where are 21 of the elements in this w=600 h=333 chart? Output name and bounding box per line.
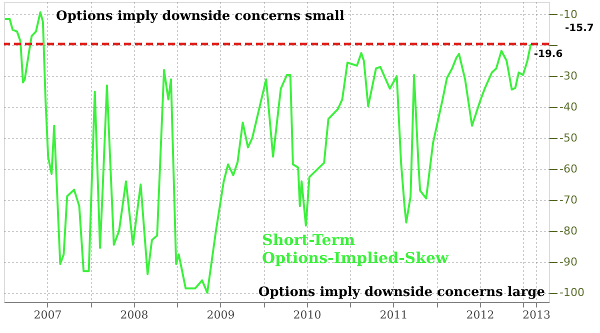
x-tick-label: 2007 (34, 308, 62, 322)
x-tick-label: 2011 (380, 308, 408, 322)
y-tick-label: -10 (560, 8, 578, 21)
y-tick-label: -70 (560, 193, 578, 206)
x-tick-label: 2008 (120, 308, 148, 322)
y-tick-label: -80 (560, 224, 578, 238)
text: Short-Term Options-Implied-Skew (262, 231, 450, 267)
annotation: Options imply downside concerns small (56, 9, 344, 24)
annotation: Options imply downside concerns large (258, 285, 545, 300)
y-tick-label: -30 (560, 70, 578, 83)
x-tick-label: 2009 (206, 308, 235, 322)
y-tick-label: -100 (560, 286, 584, 300)
y-tick-label: -90 (560, 255, 578, 268)
x-tick-label: 2012 (466, 308, 494, 322)
y-tick-label: -40 (560, 100, 578, 114)
text: -15.7 (565, 23, 594, 34)
x-tick-label: 2013 (522, 308, 551, 322)
y-tick-label: -60 (560, 162, 578, 176)
data-label: -19.6 (534, 49, 563, 60)
y-tick-label: -50 (560, 132, 578, 145)
x-tick-label: 2010 (293, 308, 322, 322)
